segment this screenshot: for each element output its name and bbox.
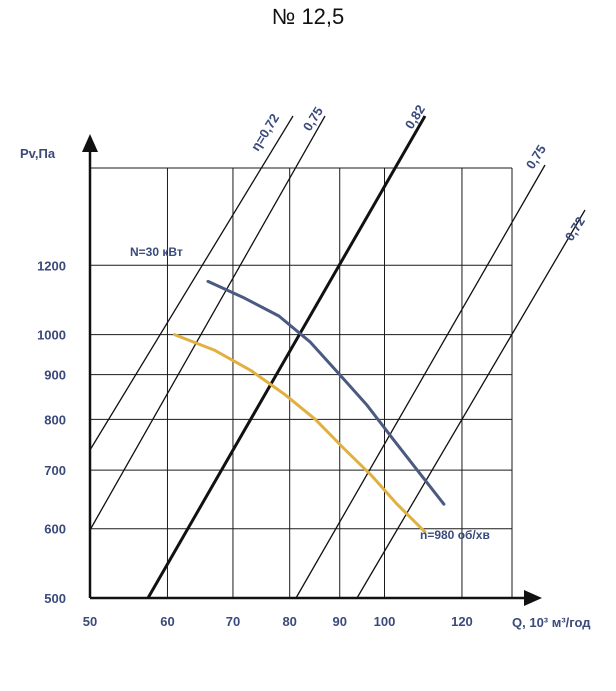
power-curve: [206, 279, 446, 506]
y-tick-label: 900: [44, 368, 66, 383]
efficiency-line: [146, 115, 427, 599]
curves: [173, 279, 446, 534]
x-axis-label: Q, 10³ м³/год: [512, 615, 591, 630]
x-tick-label: 50: [83, 614, 97, 629]
efficiency-label: 0,75: [523, 142, 549, 171]
tick-labels: 50 60 70 80 90 100 120 500 600 700 800 900 1000 1200: [37, 258, 473, 629]
x-tick-label: 80: [282, 614, 296, 629]
x-tick-label: 70: [226, 614, 240, 629]
y-tick-label: 800: [44, 412, 66, 427]
x-tick-label: 60: [160, 614, 174, 629]
efficiency-line: [89, 115, 294, 451]
y-tick-label: 1000: [37, 328, 66, 343]
speed-curve-label: n=980 об/хв: [420, 528, 490, 542]
x-tick-label: 120: [451, 614, 473, 629]
efficiency-line: [89, 115, 326, 531]
x-tick-label: 100: [374, 614, 396, 629]
efficiency-label: η=0,72: [248, 111, 282, 154]
y-tick-label: 500: [44, 591, 66, 606]
y-axis-arrow: [82, 134, 98, 152]
page-title: № 12,5: [271, 4, 345, 29]
x-axis-arrow: [524, 590, 542, 606]
efficiency-label: 0,75: [300, 104, 326, 133]
x-tick-label: 90: [332, 614, 346, 629]
efficiency-line: [356, 209, 586, 599]
efficiency-lines: η=0,72 0,75 0,820,750,72: [89, 102, 588, 599]
power-curve-label: N=30 кВт: [130, 245, 183, 259]
y-tick-label: 700: [44, 463, 66, 478]
efficiency-line: [295, 164, 546, 599]
y-axis-label: Pv,Па: [20, 146, 56, 161]
axes: [82, 134, 542, 606]
y-tick-label: 600: [44, 522, 66, 537]
y-tick-label: 1200: [37, 258, 66, 273]
efficiency-label: 0,72: [562, 214, 588, 243]
speed-curve: [173, 333, 427, 534]
